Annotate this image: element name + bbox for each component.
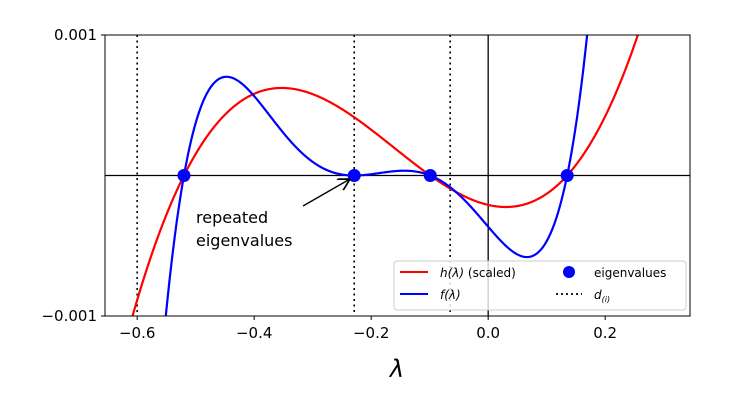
- x-tick-label: −0.6: [119, 324, 155, 342]
- eigenvalue-point: [177, 169, 191, 182]
- legend: h(λ) (scaled) f(λ) eigenvalues d(i): [393, 260, 687, 311]
- ticks: −0.6 −0.4 −0.2 0.0 0.2 −0.001 0.001: [41, 26, 617, 342]
- y-tick-label: −0.001: [41, 307, 97, 325]
- annotation: repeated eigenvalues: [196, 179, 350, 250]
- legend-f-label: f(λ): [440, 288, 461, 302]
- curves: [131, 35, 639, 316]
- x-tick-label: −0.2: [353, 324, 389, 342]
- x-tick-label: 0.0: [476, 324, 500, 342]
- legend-eigenvalue-marker: [563, 266, 575, 278]
- eigenvalue-points: [177, 169, 574, 182]
- plot-frame: [104, 34, 691, 317]
- eigenvalue-point: [423, 169, 437, 182]
- eigenvalue-point: [560, 169, 574, 182]
- h-curve: [131, 35, 639, 316]
- x-tick-label: 0.2: [593, 324, 617, 342]
- f-curve: [164, 35, 589, 316]
- legend-d-label: d(i): [594, 288, 610, 304]
- legend-box: [393, 260, 687, 311]
- x-tick-label: −0.4: [236, 324, 272, 342]
- legend-h-label: h(λ) (scaled): [440, 266, 516, 280]
- annotation-arrow: [302, 179, 350, 207]
- annotation-line-2: eigenvalues: [196, 231, 292, 250]
- y-tick-label: 0.001: [54, 26, 97, 44]
- eigenvalue-point: [347, 169, 361, 182]
- x-axis-label: λ: [388, 355, 404, 383]
- annotation-line-1: repeated: [196, 208, 268, 227]
- legend-eigenvalues-label: eigenvalues: [594, 266, 666, 280]
